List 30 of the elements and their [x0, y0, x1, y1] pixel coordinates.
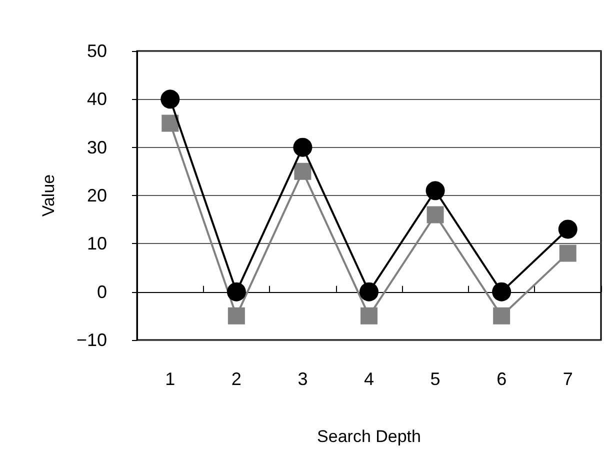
point — [294, 162, 312, 180]
y-tick-label: 40 — [86, 89, 107, 110]
y-tick-label: 30 — [86, 137, 107, 158]
point — [559, 244, 576, 262]
x-tick-label: 5 — [430, 369, 440, 389]
y-tick-label: −10 — [76, 330, 107, 350]
y-tick-label: 10 — [86, 234, 107, 254]
point — [426, 206, 444, 224]
y-axis-title: Value — [39, 174, 58, 217]
point — [228, 307, 245, 324]
point — [226, 282, 246, 302]
x-tick-label: 7 — [562, 369, 573, 389]
x-tick-label: 4 — [364, 369, 374, 389]
point — [160, 90, 180, 109]
point — [293, 138, 312, 157]
point — [360, 307, 378, 324]
x-tick-label: 6 — [496, 369, 507, 389]
point — [426, 181, 445, 200]
x-tick-label: 1 — [165, 369, 176, 389]
y-tick-label: 20 — [86, 186, 107, 206]
x-tick-label: 2 — [231, 369, 242, 389]
y-tick-label: 50 — [86, 41, 107, 61]
point — [360, 282, 378, 302]
point — [493, 307, 510, 324]
point — [492, 282, 512, 302]
y-tick-label: 0 — [96, 282, 107, 302]
x-axis-title: Search Depth — [317, 427, 421, 446]
point — [558, 220, 578, 239]
x-tick-label: 3 — [298, 369, 308, 389]
point — [162, 114, 179, 132]
